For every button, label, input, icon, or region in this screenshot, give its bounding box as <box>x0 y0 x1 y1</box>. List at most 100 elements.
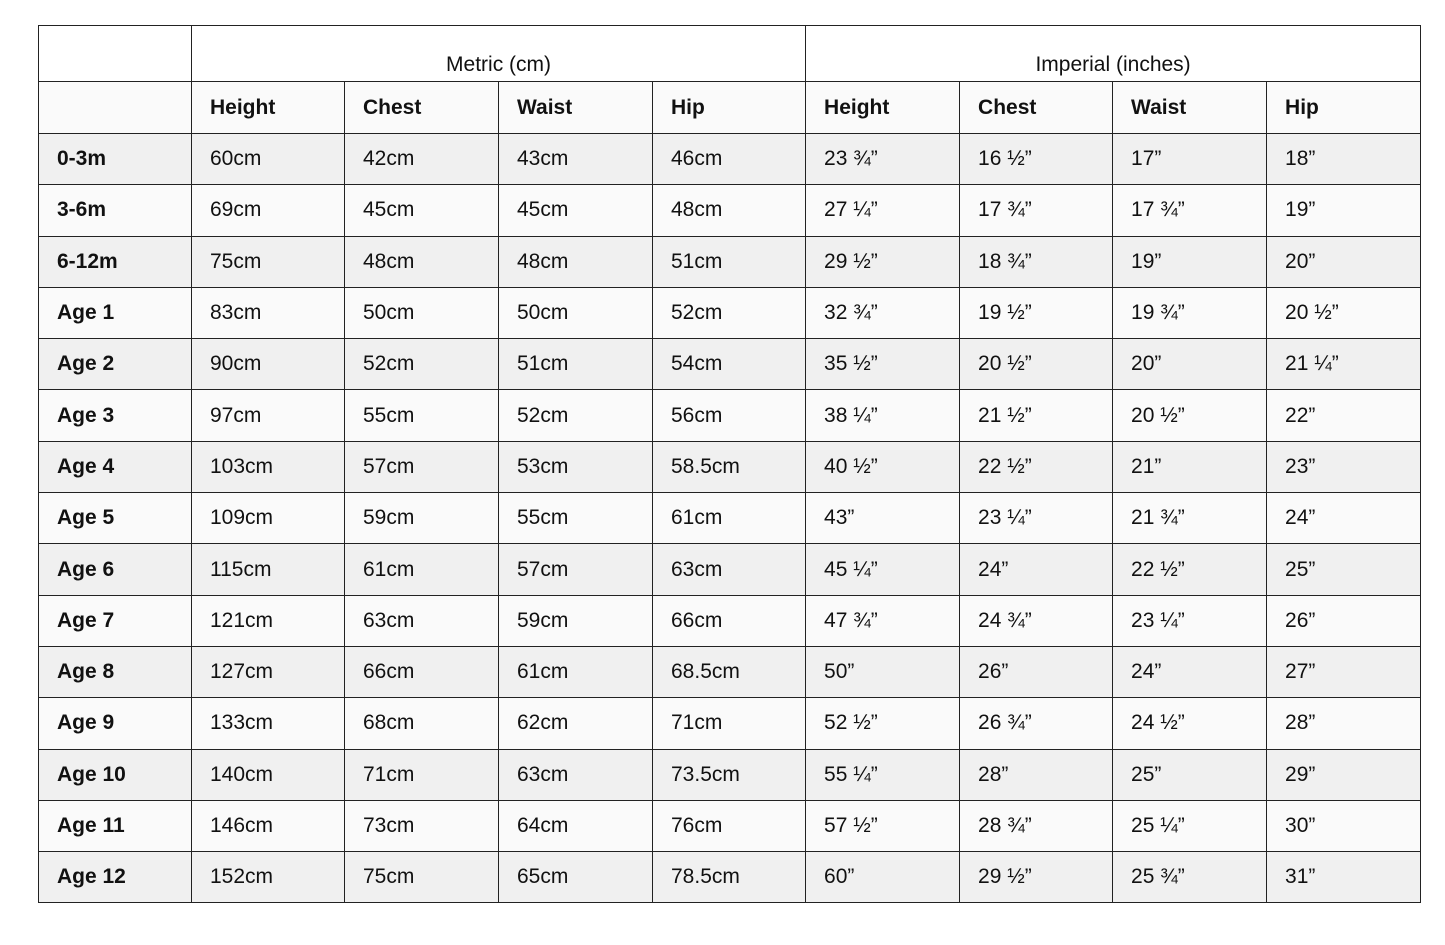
table-cell: 50” <box>805 645 961 699</box>
table-cell: 24” <box>1112 645 1268 699</box>
table-row: Age 5 109cm 59cm 55cm 61cm 43” 23 ¼” 21 ¾” 24” <box>38 492 1422 545</box>
table-cell: 61cm <box>344 543 499 596</box>
table-cell: 57 ½” <box>805 799 961 853</box>
table-cell: 42cm <box>344 132 499 186</box>
table-cell: 60” <box>805 851 961 904</box>
table-cell: 51cm <box>498 338 653 391</box>
table-cell: 48cm <box>498 235 653 288</box>
table-cell: 59cm <box>498 594 653 647</box>
table-cell: 17 ¾” <box>1112 184 1268 237</box>
table-cell: 83cm <box>191 286 345 340</box>
table-cell: 146cm <box>191 799 345 853</box>
table-cell: 21 ½” <box>959 389 1114 442</box>
table-cell: 26 ¾” <box>959 697 1114 750</box>
table-cell: 66cm <box>651 594 807 647</box>
table-cell: 58.5cm <box>651 440 807 494</box>
table-cell: 20” <box>1112 338 1268 391</box>
table-row: Age 1 83cm 50cm 50cm 52cm 32 ¾” 19 ½” 19 ¾” 20 ½… <box>38 286 1422 340</box>
table-cell: 29” <box>1266 748 1422 801</box>
column-header-waist-imperial: Waist <box>1112 81 1268 134</box>
table-cell: 19” <box>1112 235 1268 288</box>
table-cell: 59cm <box>344 492 499 545</box>
table-cell: 60cm <box>191 132 345 186</box>
metric-group-header: Metric (cm) <box>190 25 807 82</box>
table-cell: 115cm <box>191 543 345 596</box>
table-cell: 57cm <box>344 440 499 494</box>
column-header-height-metric: Height <box>191 81 345 134</box>
table-cell: 43” <box>805 492 961 545</box>
empty-header-cell <box>38 81 192 134</box>
table-cell: 133cm <box>191 697 345 750</box>
table-cell: 26” <box>1266 594 1422 647</box>
table-cell: 97cm <box>191 389 345 442</box>
table-cell: 68.5cm <box>651 645 807 699</box>
table-cell: 57cm <box>498 543 653 596</box>
table-cell: 24” <box>1266 492 1422 545</box>
table-cell: 121cm <box>191 594 345 647</box>
table-cell: 28 ¾” <box>959 799 1114 853</box>
table-cell: 73.5cm <box>651 748 807 801</box>
table-cell: 63cm <box>651 543 807 596</box>
table-cell: 55cm <box>344 389 499 442</box>
table-cell: 24 ½” <box>1112 697 1268 750</box>
table-cell: 75cm <box>191 235 345 288</box>
table-cell: 27 ¼” <box>805 184 961 237</box>
table-cell: 47 ¾” <box>805 594 961 647</box>
table-row: Age 2 90cm 52cm 51cm 54cm 35 ½” 20 ½” 20” 21 ¼” <box>38 338 1422 391</box>
row-label: Age 9 <box>38 697 192 750</box>
group-header-row: Metric (cm) Imperial (inches) <box>38 25 1422 82</box>
table-cell: 17” <box>1112 132 1268 186</box>
row-label: Age 12 <box>38 851 192 904</box>
table-row: Age 10 140cm 71cm 63cm 73.5cm 55 ¼” 28” 25” 29” <box>38 748 1422 801</box>
table-cell: 54cm <box>651 338 807 391</box>
table-cell: 20 ½” <box>1112 389 1268 442</box>
row-label: Age 7 <box>38 594 192 647</box>
row-label: Age 1 <box>38 286 192 340</box>
table-cell: 71cm <box>651 697 807 750</box>
row-label: 0-3m <box>38 132 192 186</box>
table-cell: 50cm <box>498 286 653 340</box>
table-cell: 19” <box>1266 184 1422 237</box>
table-cell: 90cm <box>191 338 345 391</box>
table-cell: 48cm <box>344 235 499 288</box>
table-cell: 43cm <box>498 132 653 186</box>
table-cell: 24 ¾” <box>959 594 1114 647</box>
table-row: Age 11 146cm 73cm 64cm 76cm 57 ½” 28 ¾” 25 ¼” 30… <box>38 799 1422 853</box>
table-cell: 20” <box>1266 235 1422 288</box>
table-cell: 71cm <box>344 748 499 801</box>
row-label: Age 3 <box>38 389 192 442</box>
table-cell: 63cm <box>344 594 499 647</box>
table-cell: 103cm <box>191 440 345 494</box>
table-cell: 45cm <box>344 184 499 237</box>
table-cell: 22 ½” <box>1112 543 1268 596</box>
table-cell: 140cm <box>191 748 345 801</box>
table-cell: 55 ¼” <box>805 748 961 801</box>
table-cell: 76cm <box>651 799 807 853</box>
row-label: Age 10 <box>38 748 192 801</box>
table-cell: 20 ½” <box>1266 286 1422 340</box>
table-cell: 31” <box>1266 851 1422 904</box>
table-cell: 17 ¾” <box>959 184 1114 237</box>
table-cell: 23 ¾” <box>805 132 961 186</box>
table-cell: 35 ½” <box>805 338 961 391</box>
column-header-chest-metric: Chest <box>344 81 499 134</box>
column-header-row: Height Chest Waist Hip Height Chest Waist Hip <box>38 81 1422 134</box>
table-cell: 21 ¾” <box>1112 492 1268 545</box>
table-cell: 29 ½” <box>805 235 961 288</box>
column-header-height-imperial: Height <box>805 81 961 134</box>
table-cell: 109cm <box>191 492 345 545</box>
empty-corner-cell <box>38 25 192 82</box>
table-cell: 32 ¾” <box>805 286 961 340</box>
table-cell: 28” <box>1266 697 1422 750</box>
table-cell: 62cm <box>498 697 653 750</box>
table-cell: 25 ¾” <box>1112 851 1268 904</box>
table-cell: 75cm <box>344 851 499 904</box>
table-cell: 69cm <box>191 184 345 237</box>
table-cell: 22” <box>1266 389 1422 442</box>
table-cell: 63cm <box>498 748 653 801</box>
table-cell: 23 ¼” <box>959 492 1114 545</box>
table-cell: 19 ¾” <box>1112 286 1268 340</box>
table-row: Age 12 152cm 75cm 65cm 78.5cm 60” 29 ½” 25 ¾” 31… <box>38 851 1422 904</box>
table-cell: 29 ½” <box>959 851 1114 904</box>
table-cell: 52cm <box>651 286 807 340</box>
